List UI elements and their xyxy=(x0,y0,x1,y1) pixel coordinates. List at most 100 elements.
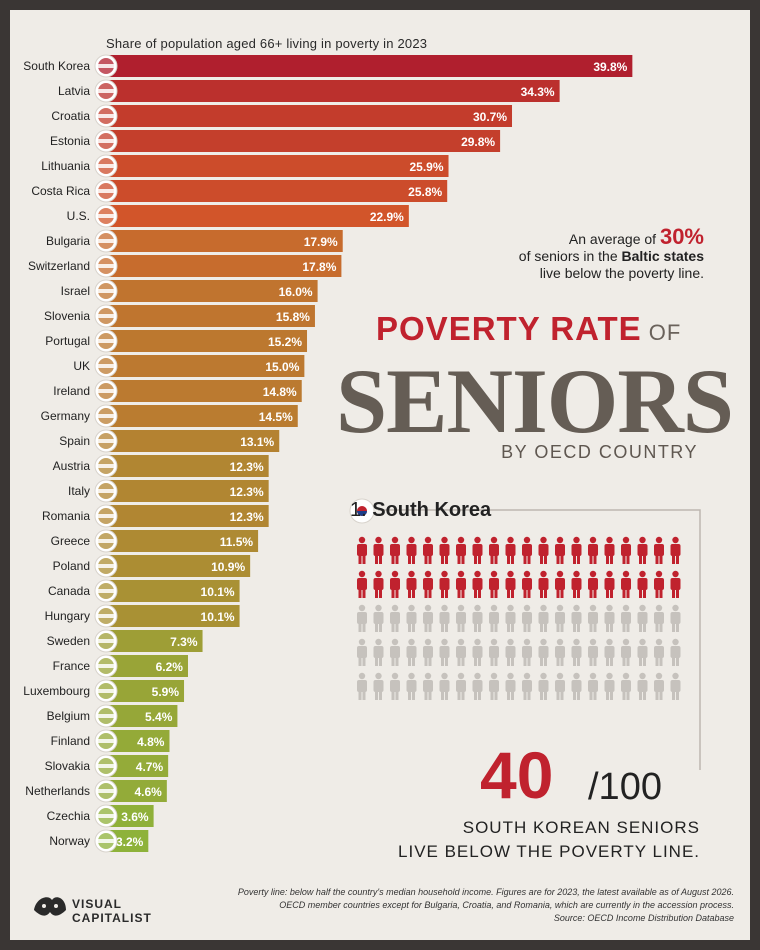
data-label: 4.7% xyxy=(136,760,164,774)
poland-flag-icon xyxy=(94,554,118,578)
data-label: 29.8% xyxy=(461,135,495,149)
category-label: Romania xyxy=(42,509,90,523)
person-icon xyxy=(456,638,466,666)
category-label: Finland xyxy=(51,734,90,748)
highlight-value: 40 xyxy=(480,738,554,812)
bar xyxy=(106,405,298,427)
data-label: 5.4% xyxy=(145,710,173,724)
footer-notes: Poverty line: below half the country's m… xyxy=(238,886,734,925)
category-label: South Korea xyxy=(23,59,90,73)
highlight-caption-line1: SOUTH KOREAN SENIORS xyxy=(462,818,700,837)
person-icon xyxy=(538,604,549,632)
person-icon xyxy=(670,638,681,666)
data-label: 15.8% xyxy=(276,310,310,324)
highlight-country: South Korea xyxy=(372,499,492,521)
data-label: 13.1% xyxy=(240,435,274,449)
person-icon xyxy=(588,672,598,700)
spain-flag-icon xyxy=(94,429,118,453)
bar xyxy=(106,655,188,677)
bar xyxy=(106,830,149,852)
person-icon xyxy=(555,672,565,700)
data-label: 25.8% xyxy=(408,185,442,199)
norway-flag-icon xyxy=(94,829,118,853)
person-icon xyxy=(555,604,565,632)
person-icon xyxy=(621,570,631,598)
category-label: Greece xyxy=(51,534,91,548)
croatia-flag-icon xyxy=(94,104,118,128)
person-icon xyxy=(439,570,450,598)
category-label: Slovenia xyxy=(44,309,90,323)
callout-percent: 30% xyxy=(659,224,704,249)
person-icon xyxy=(373,536,384,564)
category-label: Slovakia xyxy=(45,759,91,773)
bar xyxy=(106,755,169,777)
bar xyxy=(106,380,302,402)
person-icon xyxy=(456,604,466,632)
person-icon xyxy=(654,604,664,632)
person-icon xyxy=(522,570,532,598)
bar xyxy=(106,780,167,802)
person-icon xyxy=(505,570,516,598)
person-icon xyxy=(423,604,433,632)
person-icon xyxy=(670,604,681,632)
person-icon xyxy=(505,638,516,666)
bar xyxy=(106,730,170,752)
person-icon xyxy=(538,536,549,564)
person-icon xyxy=(406,638,417,666)
person-icon xyxy=(604,604,615,632)
south-korea-flag-icon xyxy=(349,498,375,524)
person-icon xyxy=(604,672,615,700)
greece-flag-icon xyxy=(94,529,118,553)
category-label: Netherlands xyxy=(25,784,90,798)
category-label: Estonia xyxy=(50,134,90,148)
person-icon xyxy=(423,570,433,598)
lithuania-flag-icon xyxy=(94,154,118,178)
switzerland-flag-icon xyxy=(94,254,118,278)
bar xyxy=(106,630,203,652)
data-label: 5.9% xyxy=(152,685,180,699)
bar xyxy=(106,255,342,277)
person-icon xyxy=(439,672,450,700)
person-icon xyxy=(522,604,532,632)
category-label: Latvia xyxy=(58,84,90,98)
category-label: Sweden xyxy=(47,634,90,648)
category-label: France xyxy=(53,659,91,673)
austria-flag-icon xyxy=(94,454,118,478)
person-icon xyxy=(406,604,417,632)
category-label: Austria xyxy=(53,459,91,473)
bar xyxy=(106,130,501,152)
bar xyxy=(106,180,448,202)
data-label: 10.9% xyxy=(211,560,245,574)
person-icon xyxy=(637,672,648,700)
bar xyxy=(106,105,513,127)
category-label: Switzerland xyxy=(28,259,90,273)
data-label: 15.0% xyxy=(265,360,299,374)
slovakia-flag-icon xyxy=(94,754,118,778)
highlight-rank: 1. xyxy=(350,499,367,521)
callout-line2: of seniors in the xyxy=(518,248,622,264)
person-icon xyxy=(489,536,499,564)
highlight-caption-line2: LIVE BELOW THE POVERTY LINE. xyxy=(398,842,700,861)
category-label: Italy xyxy=(68,484,90,498)
category-label: Croatia xyxy=(51,109,90,123)
person-icon xyxy=(637,638,648,666)
finland-flag-icon xyxy=(94,729,118,753)
bar xyxy=(106,230,343,252)
person-icon xyxy=(670,672,681,700)
person-icon xyxy=(489,570,499,598)
data-label: 34.3% xyxy=(521,85,555,99)
person-icon xyxy=(456,570,466,598)
person-icon xyxy=(588,536,598,564)
bar xyxy=(106,80,560,102)
person-icon xyxy=(621,536,631,564)
person-icon xyxy=(390,604,400,632)
person-icon xyxy=(571,604,582,632)
bar xyxy=(106,580,240,602)
person-icon xyxy=(406,672,417,700)
person-icon xyxy=(654,570,664,598)
data-label: 16.0% xyxy=(279,285,313,299)
bar xyxy=(106,680,185,702)
estonia-flag-icon xyxy=(94,129,118,153)
sweden-flag-icon xyxy=(94,629,118,653)
category-label: Poland xyxy=(53,559,90,573)
